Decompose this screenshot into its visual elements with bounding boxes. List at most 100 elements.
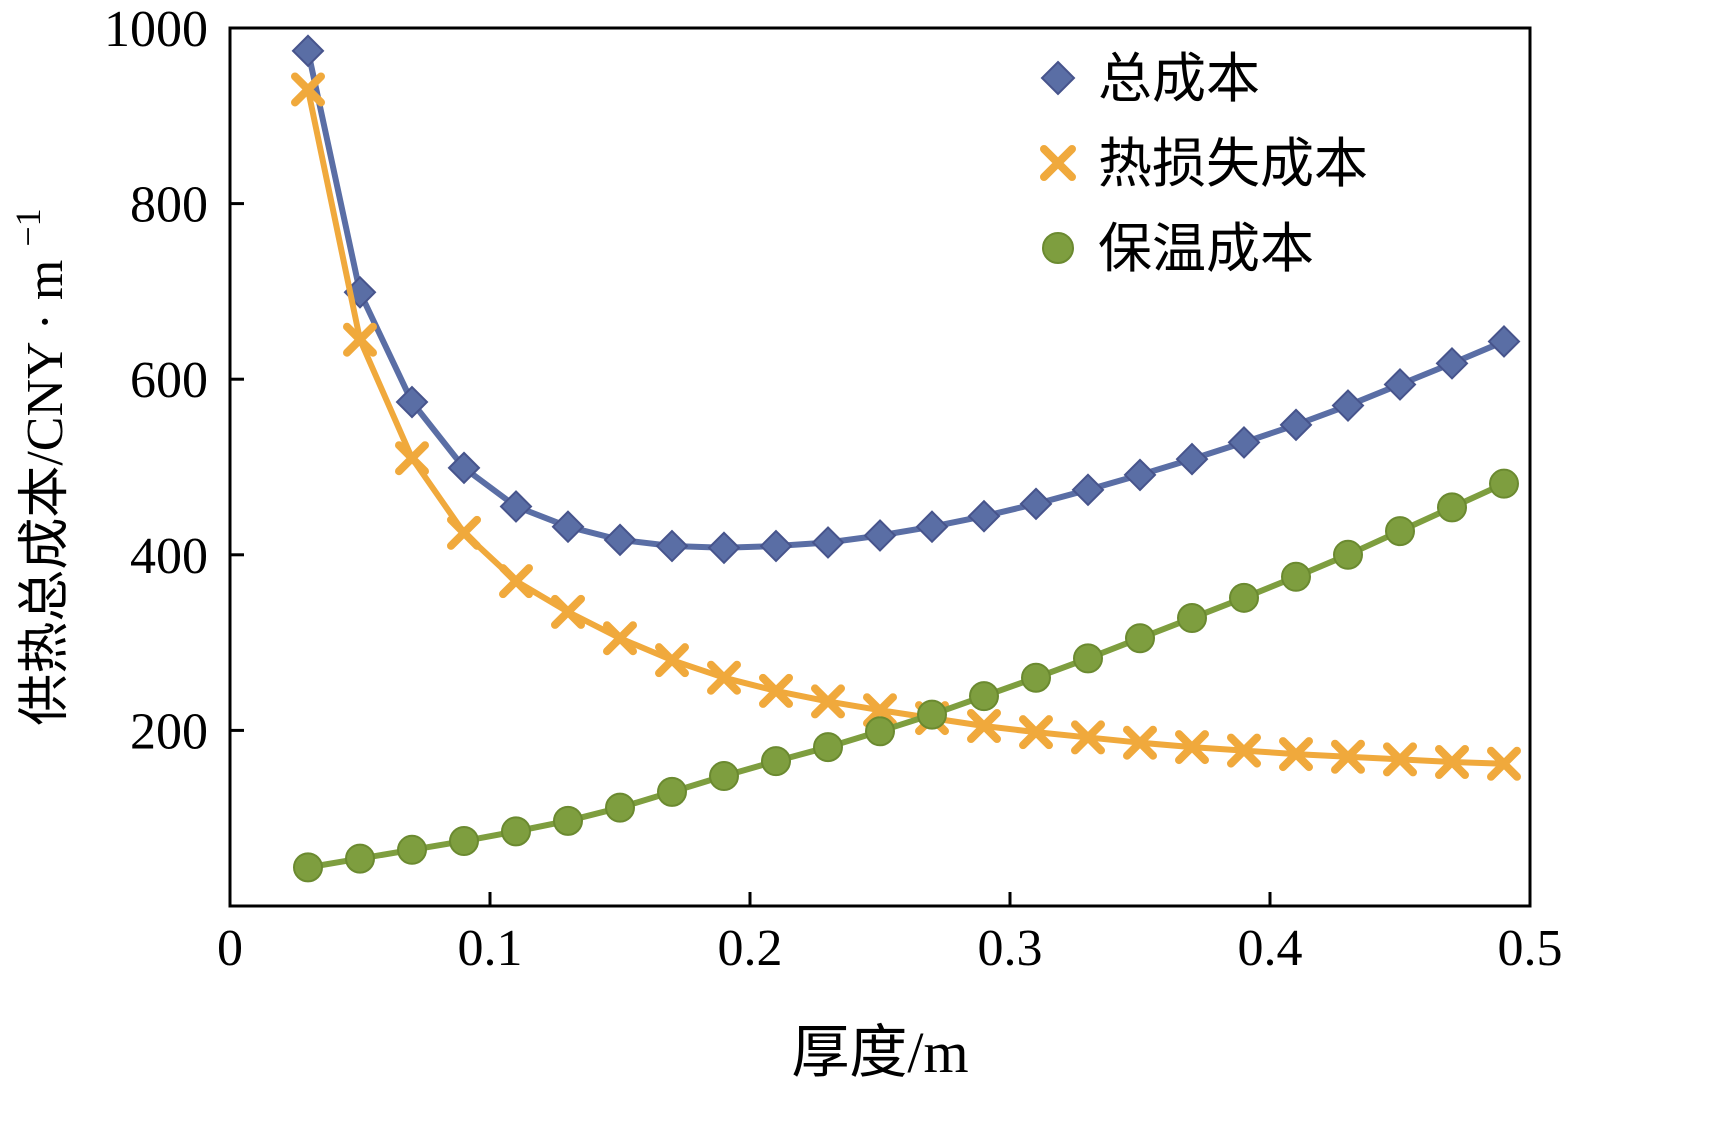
heat-loss-cost-x-marker bbox=[707, 660, 741, 695]
insulation-cost-circle-marker bbox=[657, 776, 687, 807]
total-cost-line bbox=[305, 47, 1507, 551]
heat-loss-cost-x-marker bbox=[811, 684, 845, 719]
insulation-cost-circle-marker bbox=[1042, 232, 1074, 264]
y-axis-label: 供热总成本/CNY · m −1 bbox=[8, 208, 74, 725]
x-tick-label: 0 bbox=[217, 920, 243, 977]
insulation-cost-circle-marker bbox=[1437, 492, 1467, 523]
insulation-cost-circle-marker bbox=[1177, 603, 1207, 634]
insulation-cost-circle-marker bbox=[1021, 662, 1051, 693]
heat-loss-cost-x-marker bbox=[499, 564, 533, 599]
insulation-cost-circle-marker bbox=[345, 843, 375, 874]
heat-loss-cost-x-marker bbox=[291, 72, 325, 107]
total-cost-diamond-marker bbox=[499, 490, 533, 523]
total-cost-diamond-marker bbox=[447, 451, 481, 485]
insulation-cost-circle-marker bbox=[1125, 623, 1155, 654]
heat-loss-cost-x-marker bbox=[967, 709, 1001, 744]
insulation-cost-circle-marker bbox=[501, 816, 531, 847]
insulation-cost-circle-marker bbox=[865, 716, 895, 747]
y-axis-label-superscript: −1 bbox=[8, 208, 48, 246]
insulation-cost-circle-marker bbox=[605, 792, 635, 823]
legend-label-insulation-cost: 保温成本 bbox=[1098, 219, 1314, 279]
x-tick-label: 0.3 bbox=[978, 920, 1043, 977]
insulation-cost-circle-marker bbox=[969, 681, 999, 712]
heat-loss-cost-x-marker bbox=[655, 643, 689, 678]
insulation-cost-circle-marker bbox=[709, 761, 739, 792]
total-cost-diamond-marker bbox=[551, 510, 585, 544]
total-cost-diamond-marker bbox=[1435, 346, 1469, 380]
insulation-cost-circle-marker bbox=[1073, 643, 1103, 674]
heat-loss-cost-x-marker bbox=[1175, 730, 1209, 765]
legend-item-total-cost: 总成本 bbox=[1040, 49, 1260, 109]
y-tick-label: 400 bbox=[130, 528, 208, 585]
plot-border bbox=[228, 26, 1532, 908]
total-cost-diamond-marker bbox=[1123, 458, 1157, 492]
heat-loss-cost-x-marker bbox=[343, 322, 377, 357]
heat-loss-cost-x-marker bbox=[1040, 145, 1076, 181]
y-tick-label: 600 bbox=[130, 352, 208, 409]
total-cost-diamond-marker bbox=[1227, 426, 1261, 459]
total-cost-diamond-marker bbox=[811, 526, 845, 559]
insulation-cost-circle-marker bbox=[1333, 539, 1363, 570]
heat-loss-cost-x-marker bbox=[551, 594, 585, 629]
y-tick-label: 800 bbox=[130, 177, 208, 234]
x-tick-label: 0.2 bbox=[718, 920, 783, 977]
heat-loss-cost-x-marker bbox=[447, 515, 481, 550]
heat-loss-cost-x-marker bbox=[1019, 715, 1053, 750]
heat-loss-cost-x-marker bbox=[1227, 733, 1261, 768]
x-axis-label: 厚度/m bbox=[791, 1020, 968, 1085]
total-cost-diamond-marker bbox=[1487, 325, 1521, 358]
heat-loss-cost-x-marker bbox=[1383, 742, 1417, 777]
total-cost-diamond-marker bbox=[1040, 60, 1076, 96]
total-cost-diamond-marker bbox=[1175, 442, 1209, 476]
insulation-cost-line bbox=[305, 480, 1507, 871]
axes: 0 0.1 0.2 0.3 0.4 0.5 200 400 600 800 1000 bbox=[104, 1, 1563, 977]
insulation-cost-circle-marker bbox=[1385, 516, 1415, 547]
heat-loss-cost-x-marker bbox=[1487, 746, 1521, 781]
x-tick-label: 0.1 bbox=[458, 920, 523, 977]
heat-loss-cost-x-marker bbox=[863, 693, 897, 728]
insulation-cost-circle-marker bbox=[917, 699, 947, 730]
total-cost-diamond-marker bbox=[1071, 473, 1105, 507]
y-axis-label-main: 供热总成本/CNY · m bbox=[17, 260, 74, 726]
series-insulation-cost bbox=[293, 468, 1519, 883]
insulation-cost-circle-marker bbox=[813, 732, 843, 763]
total-cost-diamond-marker bbox=[863, 519, 897, 552]
total-cost-diamond-marker bbox=[707, 531, 741, 565]
legend-item-heat-loss-cost: 热损失成本 bbox=[1040, 134, 1368, 194]
insulation-cost-circle-marker bbox=[1229, 582, 1259, 613]
insulation-cost-circle-marker bbox=[553, 805, 583, 836]
series-total-cost bbox=[291, 34, 1521, 565]
total-cost-diamond-marker bbox=[759, 529, 793, 563]
total-cost-diamond-marker bbox=[1019, 487, 1053, 521]
total-cost-diamond-marker bbox=[291, 34, 325, 68]
total-cost-diamond-marker bbox=[915, 510, 949, 544]
y-tick-label: 1000 bbox=[104, 1, 208, 58]
total-cost-diamond-marker bbox=[603, 523, 637, 557]
total-cost-diamond-marker bbox=[1383, 368, 1417, 401]
insulation-cost-circle-marker bbox=[1489, 468, 1519, 499]
heat-loss-cost-x-marker bbox=[1279, 737, 1313, 772]
total-cost-diamond-marker bbox=[1279, 408, 1313, 442]
heat-loss-cost-x-marker bbox=[1435, 745, 1469, 780]
total-cost-diamond-marker bbox=[395, 385, 429, 419]
heat-loss-cost-x-marker bbox=[759, 673, 793, 708]
total-cost-diamond-marker bbox=[1331, 389, 1365, 422]
insulation-cost-circle-marker bbox=[397, 834, 427, 865]
total-cost-diamond-marker bbox=[967, 499, 1001, 533]
x-tick-label: 0.4 bbox=[1238, 920, 1303, 977]
legend-item-insulation-cost: 保温成本 bbox=[1042, 219, 1314, 279]
heat-loss-cost-x-marker bbox=[395, 441, 429, 476]
x-tick-label: 0.5 bbox=[1498, 920, 1563, 977]
insulation-cost-circle-marker bbox=[293, 852, 323, 883]
insulation-cost-circle-marker bbox=[1281, 561, 1311, 592]
heat-loss-cost-x-marker bbox=[1331, 739, 1365, 774]
heat-loss-cost-x-marker bbox=[1123, 725, 1157, 760]
legend-label-total-cost: 总成本 bbox=[1098, 49, 1260, 109]
insulation-cost-circle-marker bbox=[761, 746, 791, 777]
heat-loss-cost-x-marker bbox=[603, 621, 637, 656]
series-heat-loss-cost bbox=[291, 72, 1521, 781]
legend-label-heat-loss-cost: 热损失成本 bbox=[1098, 134, 1368, 194]
